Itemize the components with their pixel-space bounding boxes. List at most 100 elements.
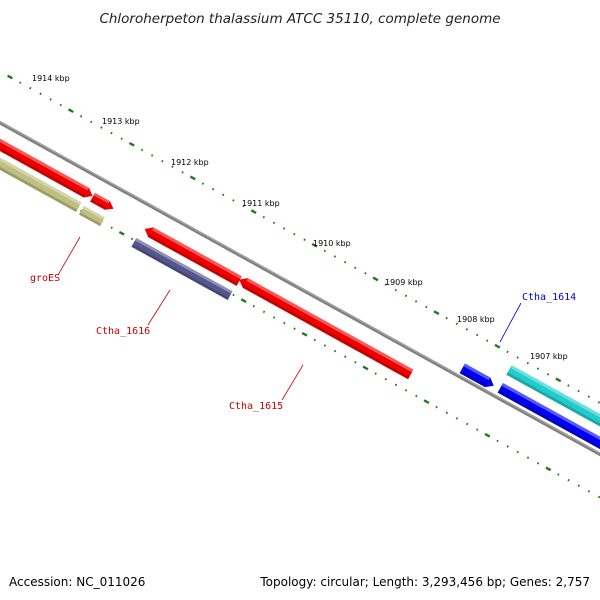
cds-Ctha_1615-b-shadow: [242, 285, 410, 380]
cds-cyan-highlight: [510, 365, 600, 422]
outer-ruler-minor-tick: [201, 182, 205, 185]
inner-ruler-minor-tick: [526, 456, 530, 459]
genome-backbone-highlight: [0, 121, 600, 454]
outer-ruler-minor-tick: [140, 148, 144, 152]
inner-ruler-minor-tick: [455, 417, 459, 420]
accession-text: Accession: NC_011026: [9, 575, 145, 589]
kbp-label-1911: 1911 kbp: [242, 199, 280, 208]
cds-Ctha_1616[interactable]: [131, 238, 233, 300]
ruler-labels: 1914 kbp 1913 kbp 1912 kbp 1911 kbp 1910…: [32, 74, 568, 361]
gene-label-groES[interactable]: groES: [30, 273, 60, 284]
outer-ruler-minor-tick: [150, 154, 154, 157]
outer-ruler-minor-tick: [323, 249, 326, 253]
inner-ruler-minor-tick: [344, 355, 347, 358]
kbp-label-1908: 1908 kbp: [457, 315, 495, 324]
outer-ruler-minor-tick: [161, 159, 164, 163]
inner-ruler-minor-tick: [587, 490, 591, 493]
cds-Ctha_1615-b[interactable]: [237, 275, 414, 380]
inner-ruler-major-tick: [240, 298, 247, 304]
gene-label-Ctha_1615[interactable]: Ctha_1615: [229, 401, 283, 412]
inner-ruler-minor-tick: [272, 316, 276, 319]
cds-groES-2[interactable]: [79, 205, 105, 227]
cds-cyan[interactable]: [506, 365, 600, 429]
cds-Ctha_1615-a-shadow: [148, 234, 238, 286]
cds-red-1-highlight: [0, 133, 90, 191]
inner-ruler-major-tick: [545, 466, 552, 472]
outer-ruler-minor-tick: [475, 333, 479, 337]
cds-Ctha_1615-a[interactable]: [142, 224, 242, 286]
outer-ruler-minor-tick: [587, 395, 590, 398]
outer-ruler-minor-tick: [90, 120, 93, 124]
cds-Ctha_1616-body: [131, 238, 233, 300]
outer-ruler-minor-tick: [262, 215, 265, 219]
outer-ruler-major-tick: [7, 74, 13, 80]
inner-ruler-minor-tick: [496, 439, 499, 443]
inner-ruler-major-tick: [362, 365, 369, 371]
inner-ruler-major-tick: [301, 331, 308, 337]
outer-ruler-major-tick: [189, 175, 196, 181]
outer-ruler-minor-tick: [425, 305, 428, 309]
inner-ruler-minor-tick: [394, 383, 398, 387]
cds-red-1[interactable]: [0, 133, 95, 201]
cds-Ctha_1614-body: [497, 382, 600, 454]
cds-red-2[interactable]: [90, 192, 116, 213]
gene-label-Ctha_1614[interactable]: Ctha_1614: [522, 292, 576, 303]
label-leaders: [57, 236, 522, 401]
inner-ruler-major-tick: [484, 432, 491, 438]
cds-Ctha_1614-small-highlight: [463, 363, 491, 381]
outer-ruler-minor-tick: [567, 384, 570, 387]
cds-red-2-body: [90, 192, 114, 210]
gene-features: [0, 133, 600, 454]
inner-ruler-minor-tick: [110, 226, 113, 229]
inner-ruler-minor-tick: [374, 372, 377, 375]
inner-ruler-minor-tick: [333, 349, 337, 353]
inner-ruler-minor-tick: [354, 361, 357, 364]
cds-Ctha_1614-small-body: [459, 363, 494, 388]
cds-Ctha_1614-small[interactable]: [459, 363, 497, 390]
inner-ruler-major-tick: [118, 230, 125, 236]
outer-ruler-minor-tick: [293, 232, 296, 236]
kbp-label-1914: 1914 kbp: [32, 74, 70, 83]
inner-ruler-minor-tick: [465, 422, 469, 426]
cds-groES-2-body: [79, 205, 105, 227]
cds-Ctha_1614-highlight: [501, 382, 600, 447]
inner-ruler-minor-tick: [506, 445, 509, 448]
gene-label-Ctha_1616[interactable]: Ctha_1616: [96, 326, 150, 337]
inner-ruler-minor-tick: [536, 462, 540, 465]
cds-red-2-shadow: [90, 199, 107, 210]
outer-ruler-minor-tick: [211, 187, 215, 191]
cds-Ctha_1616-highlight: [134, 238, 233, 294]
cds-Ctha_1614[interactable]: [497, 382, 600, 454]
outer-ruler-minor-tick: [19, 81, 22, 84]
cds-groES-1[interactable]: [0, 154, 82, 212]
outer-ruler-minor-tick: [455, 322, 458, 326]
kbp-label-1913: 1913 kbp: [102, 117, 140, 126]
outer-ruler-minor-tick: [59, 103, 62, 107]
cds-groES-2-highlight: [82, 205, 105, 220]
outer-ruler-major-tick: [67, 108, 74, 114]
outer-ruler-minor-tick: [465, 328, 469, 331]
inner-ruler-minor-tick: [404, 389, 408, 392]
leader-Ctha_1614: [499, 302, 522, 343]
inner-ruler-minor-tick: [567, 478, 570, 482]
outer-ruler-minor-tick: [526, 361, 529, 365]
kbp-label-1909: 1909 kbp: [385, 278, 423, 287]
outer-ruler-minor-tick: [597, 401, 600, 404]
outer-ruler-minor-tick: [364, 272, 367, 275]
outer-ruler-minor-tick: [100, 126, 103, 129]
outer-ruler-minor-tick: [445, 316, 448, 320]
outer-ruler-major-tick: [494, 343, 501, 349]
cds-groES-2-shadow: [79, 212, 102, 227]
inner-ruler-minor-tick: [323, 344, 327, 347]
cds-cyan-body: [506, 365, 600, 429]
outer-ruler-minor-tick: [232, 199, 235, 202]
outer-ruler-minor-tick: [394, 288, 397, 292]
outer-ruler-major-tick: [433, 310, 440, 315]
inner-ruler-minor-tick: [232, 293, 235, 297]
outer-ruler-minor-tick: [39, 92, 42, 96]
cds-Ctha_1616-shadow: [131, 244, 229, 300]
inner-ruler-minor-tick: [313, 338, 316, 342]
outer-ruler-minor-tick: [536, 367, 540, 370]
inner-ruler-minor-tick: [384, 377, 387, 381]
outer-ruler-minor-tick: [120, 137, 123, 140]
